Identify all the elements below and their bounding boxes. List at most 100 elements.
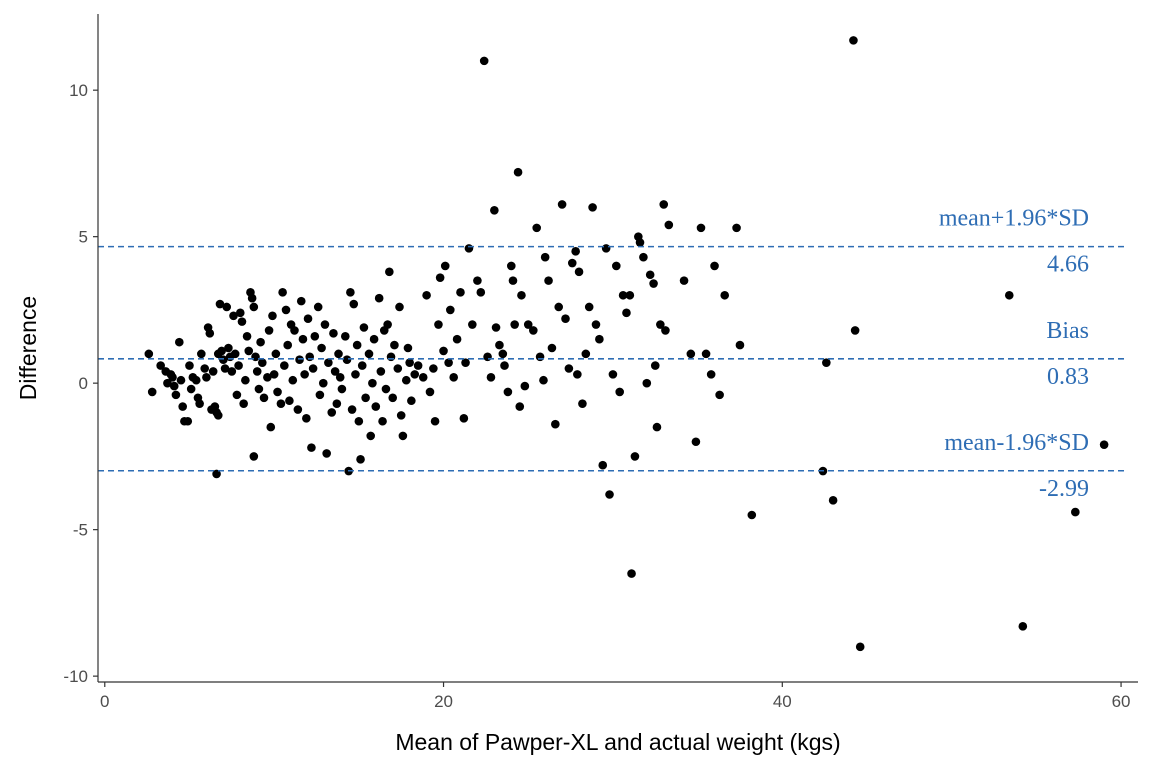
data-point-92 [322,449,331,458]
data-point-86 [310,331,320,341]
data-point-44 [235,308,245,318]
data-point-236 [849,36,858,45]
tick-labels: 0 20 40 60 -10 -5 0 5 10 [63,81,1130,711]
data-point-106 [349,299,359,309]
data-point-17 [191,375,201,385]
data-point-65 [271,349,281,359]
data-point-99 [335,372,345,382]
data-point-228 [715,390,724,400]
data-point-51 [247,293,257,303]
data-point-179 [539,375,548,385]
data-point-66 [273,387,282,397]
data-point-136 [407,396,416,406]
data-point-230 [732,223,741,233]
data-point-158 [476,288,486,297]
data-point-135 [405,358,414,367]
data-point-129 [393,364,403,373]
data-point-167 [503,387,513,397]
reference-line-name-1: Bias [1046,318,1089,344]
data-point-120 [376,367,386,376]
data-point-30 [212,469,221,479]
data-point-235 [828,496,838,505]
data-point-100 [337,384,347,394]
data-point-7 [169,381,179,391]
data-point-152 [456,288,465,297]
data-point-207 [627,569,636,578]
data-point-20 [197,349,206,359]
data-point-111 [357,361,367,370]
axes [97,14,1138,683]
y-tick-label-1: -5 [73,521,88,540]
data-point-168 [506,261,516,271]
data-point-175 [523,320,533,329]
data-point-165 [498,349,508,359]
data-point-137 [410,370,420,379]
data-point-205 [622,308,631,318]
data-point-153 [459,414,469,423]
data-point-54 [252,367,262,376]
y-axis-title: Difference [15,296,41,400]
data-point-63 [268,311,277,321]
reference-line-value-1: 0.83 [1047,364,1089,390]
data-point-160 [483,352,492,362]
data-point-174 [520,381,530,391]
data-point-89 [317,343,326,353]
data-point-105 [347,405,357,414]
data-point-34 [219,355,228,365]
data-point-80 [300,370,309,379]
data-point-78 [296,296,306,306]
data-point-156 [468,320,477,329]
data-point-184 [554,302,564,312]
data-point-197 [595,334,604,344]
data-point-1 [147,387,157,397]
data-point-211 [639,252,648,262]
data-point-76 [293,405,303,414]
data-point-35 [220,364,230,373]
data-point-198 [598,460,608,470]
data-point-177 [532,223,541,233]
data-point-42 [232,390,242,400]
x-tick-label-1: 20 [434,692,453,711]
data-point-57 [256,337,265,347]
data-point-215 [650,361,660,370]
data-point-204 [618,290,628,300]
data-point-161 [486,372,496,382]
data-point-227 [710,261,719,271]
data-point-188 [567,258,577,268]
data-point-29 [213,411,223,420]
data-point-178 [535,352,545,362]
data-point-203 [615,387,624,397]
data-point-91 [320,320,330,329]
data-point-127 [388,393,398,403]
data-point-58 [257,358,267,367]
data-point-224 [696,223,706,233]
data-point-206 [625,290,635,300]
data-point-71 [283,340,293,350]
data-point-183 [551,419,560,429]
data-point-67 [276,399,286,408]
y-tick-label-2: 0 [79,374,88,393]
data-point-202 [612,261,621,271]
data-point-33 [217,346,226,356]
data-point-171 [513,167,523,177]
data-point-146 [439,346,448,356]
data-point-131 [396,411,406,420]
data-point-104 [346,288,355,297]
data-point-148 [444,358,453,367]
data-point-201 [608,370,618,379]
data-point-172 [515,402,525,411]
data-point-173 [517,290,526,300]
data-point-223 [691,437,701,447]
data-point-82 [303,314,313,324]
data-point-52 [249,302,259,312]
data-point-22 [202,372,211,382]
data-point-21 [200,364,210,373]
data-point-46 [239,399,248,408]
x-tick-label-2: 40 [773,692,792,711]
data-point-41 [230,349,240,359]
data-point-39 [227,367,237,376]
data-point-37 [224,343,233,353]
reference-lines: mean+1.96*SD 4.66 Bias 0.83 mean-1.96*SD -2.9… [98,206,1128,502]
data-point-49 [244,346,254,356]
